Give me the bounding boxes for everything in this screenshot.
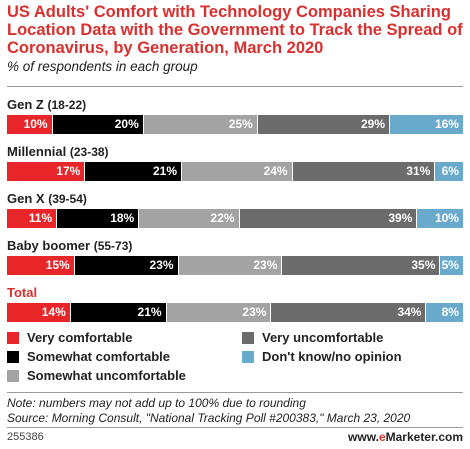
bar-segment[interactable]: 34% — [271, 303, 427, 322]
data-label: 6% — [441, 164, 459, 178]
legend-item: Don't know/no opinion — [242, 349, 402, 364]
notes-divider — [7, 392, 463, 393]
bar-segment[interactable]: 39% — [239, 209, 418, 228]
bar-segment[interactable]: 24% — [182, 162, 293, 181]
group-age-range: (23-38) — [69, 145, 109, 159]
chart-title: US Adults' Comfort with Technology Compa… — [7, 3, 463, 57]
bar-segment[interactable]: 21% — [70, 303, 167, 322]
data-label: 22% — [210, 211, 235, 225]
legend-item: Somewhat comfortable — [7, 349, 170, 364]
top-divider — [7, 86, 463, 87]
legend-label: Don't know/no opinion — [262, 349, 402, 364]
stacked-bar: 15% 23% 23% 35% 5% — [7, 256, 463, 275]
footer-divider — [7, 427, 463, 428]
data-label: 14% — [41, 305, 66, 319]
data-label: 23% — [149, 258, 174, 272]
data-label: 29% — [360, 117, 386, 131]
data-label: 18% — [110, 211, 135, 225]
legend-label: Somewhat comfortable — [27, 349, 171, 364]
data-label: 10% — [434, 211, 459, 225]
group-label: Baby boomer (55-73) — [7, 238, 132, 253]
bar-segment[interactable]: 23% — [166, 303, 272, 322]
legend-label: Very uncomfortable — [262, 330, 384, 345]
data-label: 15% — [45, 258, 70, 272]
bar-segment[interactable]: 6% — [435, 162, 463, 181]
note-text: Note: numbers may not add up to 100% due… — [7, 396, 306, 410]
group-age-range: (39-54) — [48, 192, 87, 206]
group-label: Millennial (23-38) — [7, 144, 109, 159]
group-name: Gen X — [7, 191, 45, 206]
brand-e: e — [378, 430, 386, 444]
data-label: 35% — [411, 258, 436, 272]
bar-segment[interactable]: 11% — [7, 209, 58, 228]
data-label: 25% — [228, 117, 253, 131]
stacked-bar: 10% 20% 25% 29% 16% — [7, 115, 463, 134]
bar-segment[interactable]: 10% — [7, 115, 53, 134]
group-name: Total — [7, 285, 38, 300]
data-label: 20% — [114, 117, 139, 131]
bar-segment[interactable]: 23% — [178, 256, 283, 275]
bar-segment[interactable]: 29% — [257, 115, 391, 134]
bar-segment[interactable]: 10% — [417, 209, 463, 228]
legend-item: Somewhat uncomfortable — [7, 368, 186, 383]
group-name: Gen Z — [7, 97, 44, 112]
data-label: 17% — [56, 164, 81, 178]
legend-item: Very uncomfortable — [242, 330, 383, 345]
data-label: 8% — [441, 305, 459, 319]
bar-segment[interactable]: 17% — [7, 162, 86, 181]
stacked-bar: 11% 18% 22% 39% 10% — [7, 209, 463, 228]
group-name: Millennial — [7, 144, 67, 159]
legend-swatch — [7, 331, 19, 344]
legend-label: Somewhat uncomfortable — [27, 368, 186, 383]
chart-id: 255386 — [7, 431, 44, 443]
data-label: 10% — [23, 117, 48, 131]
group-age-range: (55-73) — [93, 239, 133, 253]
data-label: 31% — [406, 164, 431, 178]
legend-item: Very comfortable — [7, 330, 133, 345]
bar-segment[interactable]: 14% — [7, 303, 71, 322]
data-label: 34% — [397, 305, 422, 319]
data-label: 24% — [263, 164, 288, 178]
bar-segment[interactable]: 16% — [390, 115, 463, 134]
legend-swatch — [7, 369, 19, 382]
source-text: Source: Morning Consult, "National Track… — [7, 411, 411, 425]
bar-segment[interactable]: 21% — [85, 162, 183, 181]
group-label: Total — [7, 285, 37, 300]
group-label: Gen X (39-54) — [7, 191, 87, 206]
brand-rest: Marketer.com — [385, 430, 463, 444]
group-age-range: (18-22) — [47, 98, 87, 112]
brand-logo[interactable]: www.eMarketer.com — [348, 430, 463, 444]
bar-segment[interactable]: 23% — [74, 256, 179, 275]
data-label: 16% — [434, 117, 459, 131]
bar-segment[interactable]: 31% — [292, 162, 436, 181]
stacked-bar: 14% 21% 23% 34% 8% — [7, 303, 463, 322]
bar-segment[interactable]: 8% — [426, 303, 463, 322]
data-label: 21% — [137, 305, 162, 319]
legend-label: Very comfortable — [27, 330, 133, 345]
bar-segment[interactable]: 22% — [139, 209, 240, 228]
group-label: Gen Z (18-22) — [7, 97, 86, 112]
data-label: 11% — [28, 211, 53, 225]
legend-swatch — [242, 331, 254, 344]
data-label: 21% — [152, 164, 178, 178]
bar-segment[interactable]: 25% — [143, 115, 258, 134]
bar-segment[interactable]: 5% — [440, 256, 463, 275]
brand-prefix: www. — [348, 430, 379, 444]
data-label: 23% — [242, 305, 267, 319]
group-name: Baby boomer — [7, 238, 91, 253]
chart-subtitle: % of respondents in each group — [7, 59, 198, 74]
stacked-bar: 17% 21% 24% 31% 6% — [7, 162, 463, 181]
data-label: 5% — [441, 258, 459, 272]
data-label: 39% — [388, 211, 413, 225]
legend-swatch — [7, 350, 19, 363]
bar-segment[interactable]: 35% — [282, 256, 441, 275]
bar-segment[interactable]: 18% — [57, 209, 140, 228]
legend-swatch — [242, 350, 254, 363]
bar-segment[interactable]: 20% — [52, 115, 144, 134]
bar-segment[interactable]: 15% — [7, 256, 75, 275]
data-label: 23% — [253, 258, 278, 272]
